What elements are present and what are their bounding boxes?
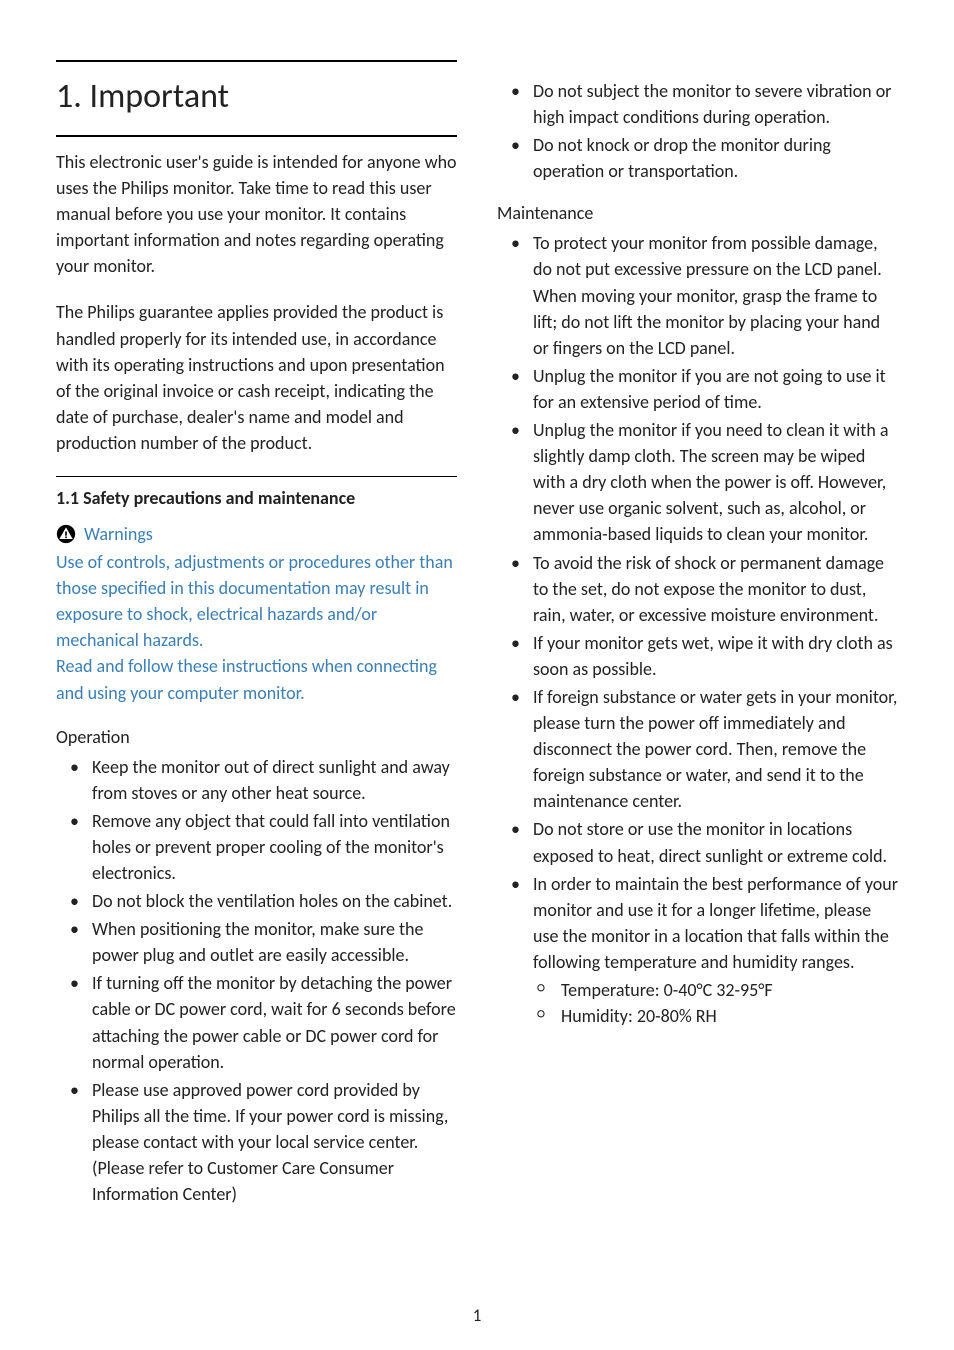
maintenance-heading: Maintenance <box>497 202 898 224</box>
list-item: Unplug the monitor if you are not going … <box>497 363 898 415</box>
horizontal-rule <box>56 476 457 477</box>
operation-list: Keep the monitor out of direct sunlight … <box>56 754 457 1208</box>
list-item: Humidity: 20-80% RH <box>533 1003 898 1029</box>
list-item: Remove any object that could fall into v… <box>56 808 457 886</box>
page-number: 1 <box>0 1305 954 1326</box>
list-item: To avoid the risk of shock or permanent … <box>497 550 898 628</box>
ranges-sublist: Temperature: 0-40°C 32-95°F Humidity: 20… <box>533 977 898 1029</box>
list-item: Do not knock or drop the monitor during … <box>497 132 898 184</box>
list-item: In order to maintain the best performanc… <box>497 871 898 1030</box>
warnings-label: Warnings <box>84 523 153 545</box>
list-item: If turning off the monitor by detaching … <box>56 970 457 1074</box>
list-item: Please use approved power cord provided … <box>56 1077 457 1207</box>
list-item: Keep the monitor out of direct sunlight … <box>56 754 457 806</box>
intro-paragraph-1: This electronic user's guide is intended… <box>56 149 457 279</box>
list-item: If your monitor gets wet, wipe it with d… <box>497 630 898 682</box>
list-item: Do not subject the monitor to severe vib… <box>497 78 898 130</box>
maintenance-list: To protect your monitor from possible da… <box>497 230 898 1029</box>
list-item: Do not block the ventilation holes on th… <box>56 888 457 914</box>
section-heading-1: 1. Important <box>56 60 457 137</box>
list-item: Do not store or use the monitor in locat… <box>497 816 898 868</box>
right-column: Do not subject the monitor to severe vib… <box>497 60 898 1209</box>
list-item: When positioning the monitor, make sure … <box>56 916 457 968</box>
subsection-heading-1-1: 1.1 Safety precautions and maintenance <box>56 487 457 509</box>
list-item: Unplug the monitor if you need to clean … <box>497 417 898 547</box>
list-item: Temperature: 0-40°C 32-95°F <box>533 977 898 1003</box>
warnings-text: Use of controls, adjustments or procedur… <box>56 549 457 706</box>
two-column-layout: 1. Important This electronic user's guid… <box>56 60 898 1209</box>
intro-paragraph-2: The Philips guarantee applies provided t… <box>56 299 457 456</box>
left-column: 1. Important This electronic user's guid… <box>56 60 457 1209</box>
operation-heading: Operation <box>56 726 457 748</box>
list-item: To protect your monitor from possible da… <box>497 230 898 360</box>
list-item-text: In order to maintain the best performanc… <box>533 873 898 973</box>
warnings-row: Warnings <box>56 523 457 545</box>
warning-icon <box>56 524 76 544</box>
list-item: If foreign substance or water gets in yo… <box>497 684 898 814</box>
operation-list-continued: Do not subject the monitor to severe vib… <box>497 78 898 184</box>
